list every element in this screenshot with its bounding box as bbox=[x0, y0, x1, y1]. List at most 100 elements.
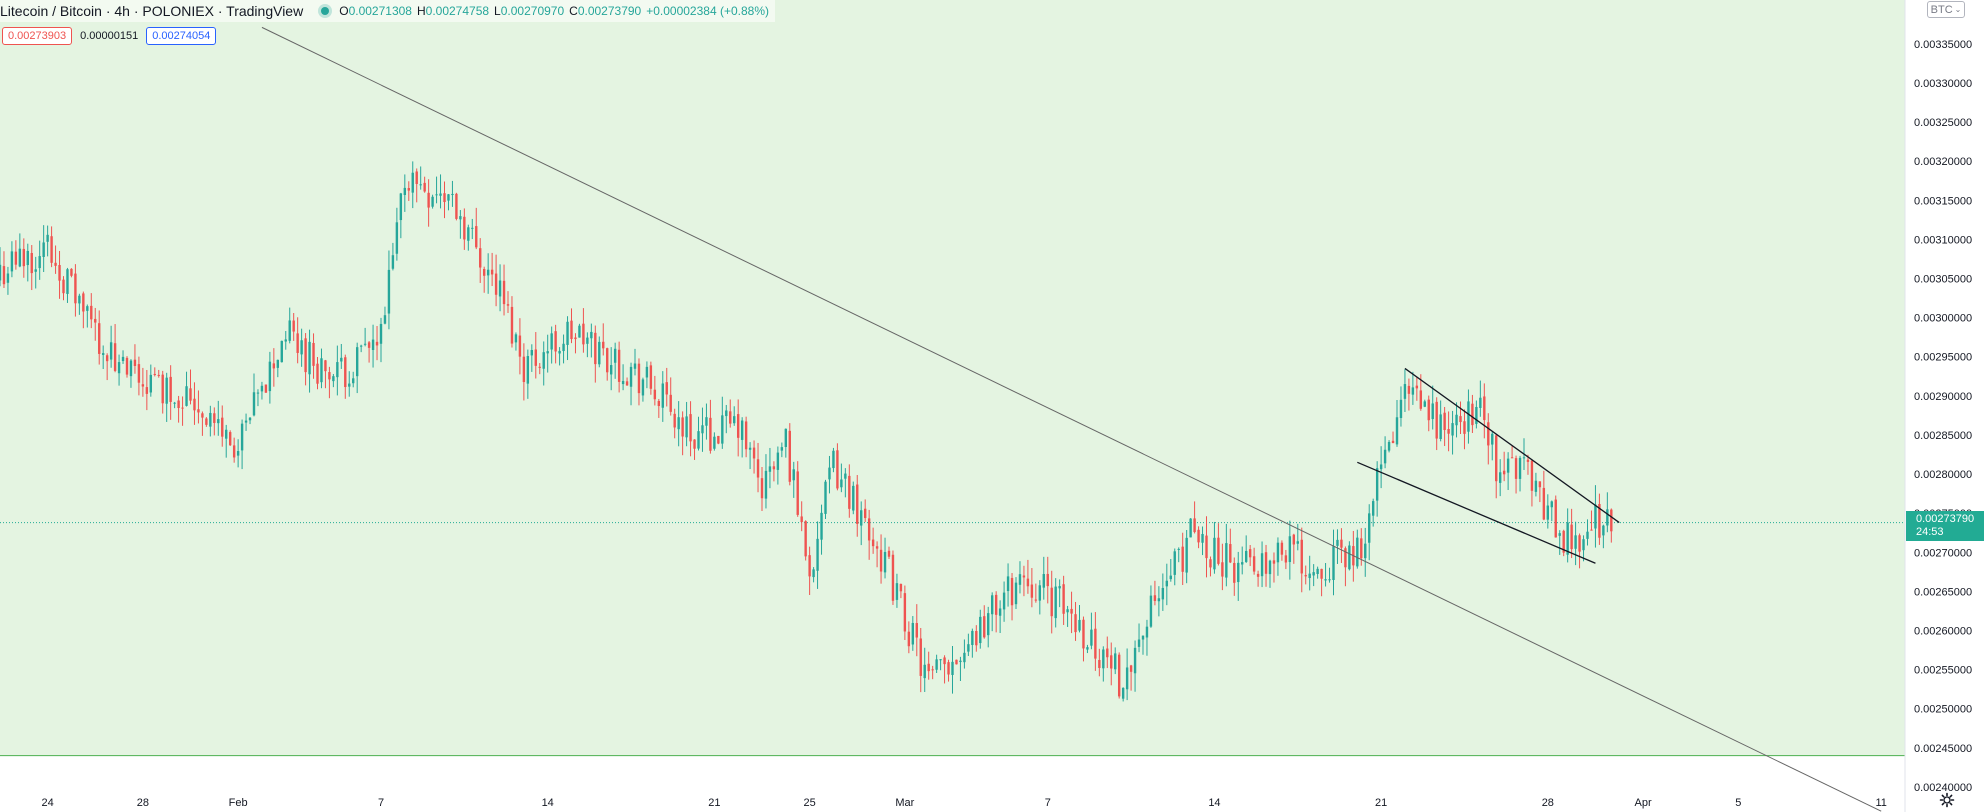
candle-body bbox=[637, 363, 641, 394]
candle-body bbox=[1554, 499, 1557, 538]
candle-body bbox=[832, 450, 835, 469]
candle-body bbox=[288, 320, 291, 341]
high-label: H bbox=[416, 4, 426, 18]
candle-body bbox=[602, 341, 605, 349]
buy-price-button[interactable]: 0.00274054 bbox=[146, 27, 217, 45]
candle-body bbox=[225, 429, 228, 439]
candle-body bbox=[1173, 551, 1176, 575]
candle-body bbox=[649, 365, 653, 389]
candle-body bbox=[221, 417, 224, 437]
candle-body bbox=[891, 554, 895, 601]
close-value: 0.00273790 bbox=[577, 4, 642, 18]
candle-body bbox=[800, 516, 803, 523]
candle-body bbox=[784, 428, 788, 448]
candle-body bbox=[145, 387, 149, 394]
candle-body bbox=[228, 432, 232, 446]
trendline-wedge-upper[interactable] bbox=[1404, 367, 1620, 524]
time-tick-label: 28 bbox=[1542, 797, 1554, 809]
market-status-icon[interactable] bbox=[317, 3, 333, 19]
candle-body bbox=[848, 475, 851, 509]
ohlc-values: O0.00271308 H0.00274758 L0.00270970 C0.0… bbox=[339, 4, 769, 18]
candle-body bbox=[149, 374, 153, 393]
candle-body bbox=[193, 398, 196, 411]
candle-body bbox=[776, 452, 780, 470]
candle-body bbox=[2, 266, 6, 285]
candle-body bbox=[244, 420, 248, 423]
candle-body bbox=[411, 172, 414, 193]
trendline-wedge-lower[interactable] bbox=[1357, 461, 1596, 564]
price-tick-label: 0.00305000 bbox=[1914, 273, 1972, 285]
candle-body bbox=[260, 385, 264, 392]
candle-body bbox=[796, 471, 799, 515]
candle-body bbox=[6, 273, 10, 283]
candle-body bbox=[1280, 542, 1284, 555]
candle-body bbox=[606, 348, 609, 373]
candle-body bbox=[328, 372, 331, 380]
candle-body bbox=[431, 196, 434, 207]
candle-body bbox=[1328, 579, 1331, 581]
trendlines-group[interactable] bbox=[261, 26, 1882, 812]
currency-button[interactable]: BTC ⌄ bbox=[1927, 1, 1965, 18]
price-tick-label: 0.00245000 bbox=[1914, 743, 1972, 755]
candle-body bbox=[173, 402, 176, 404]
candle-body bbox=[629, 366, 633, 387]
candle-body bbox=[1241, 562, 1244, 565]
price-tick-label: 0.00295000 bbox=[1914, 352, 1972, 364]
candle-body bbox=[625, 381, 629, 386]
symbol-title[interactable]: Litecoin / Bitcoin · 4h · POLONIEX · Tra… bbox=[0, 3, 304, 19]
candle-body bbox=[863, 508, 867, 519]
candle-body bbox=[669, 394, 672, 412]
candle-body bbox=[990, 595, 994, 615]
candle-body bbox=[387, 269, 391, 314]
candle-body bbox=[733, 416, 736, 424]
price-tick-label: 0.00315000 bbox=[1914, 195, 1972, 207]
candle-body bbox=[1483, 396, 1486, 421]
candle-body bbox=[502, 280, 506, 305]
candle-body bbox=[1054, 586, 1057, 619]
candle-body bbox=[1368, 513, 1371, 543]
candle-body bbox=[185, 386, 188, 406]
candle-body bbox=[594, 332, 597, 365]
candle-body bbox=[1526, 459, 1530, 462]
sell-price-button[interactable]: 0.00273903 bbox=[2, 27, 73, 45]
candle-body bbox=[121, 356, 125, 362]
candle-body bbox=[1304, 575, 1307, 577]
candle-body bbox=[959, 660, 962, 663]
candle-body bbox=[391, 255, 395, 269]
gear-icon[interactable] bbox=[1939, 792, 1955, 808]
price-axis[interactable]: 0.00240000 0.00245000 0.00250000 0.00255000… bbox=[1914, 39, 1972, 794]
candle-body bbox=[1451, 423, 1454, 436]
candle-body bbox=[856, 484, 859, 524]
candle-body bbox=[867, 518, 871, 541]
trendline-long-downtrend[interactable] bbox=[261, 26, 1882, 812]
candle-body bbox=[1038, 585, 1042, 601]
candle-body bbox=[1205, 535, 1208, 559]
candle-body bbox=[1423, 401, 1426, 407]
candle-body bbox=[729, 411, 732, 424]
candle-body bbox=[1340, 539, 1343, 548]
candle-body bbox=[1074, 614, 1077, 633]
candle-body bbox=[1153, 595, 1157, 601]
candle-body bbox=[1237, 562, 1240, 583]
candle-body bbox=[375, 341, 379, 346]
time-axis[interactable]: 24 28 Feb 7 14 21 25 Mar 7 14 21 28 Apr 5 11 bbox=[42, 797, 1887, 809]
candle-body bbox=[609, 365, 613, 375]
candle-body bbox=[1010, 577, 1014, 606]
price-tick-label: 0.00280000 bbox=[1914, 469, 1972, 481]
candle-body bbox=[546, 351, 549, 354]
candle-body bbox=[471, 227, 474, 229]
candle-body bbox=[1157, 598, 1161, 602]
candle-body bbox=[371, 339, 375, 350]
candle-body bbox=[1177, 548, 1180, 550]
candle-body bbox=[1248, 549, 1252, 558]
candle-body bbox=[1165, 580, 1169, 587]
candle-body bbox=[1217, 537, 1220, 564]
candle-body bbox=[463, 216, 466, 240]
candle-body bbox=[554, 331, 557, 352]
candle-body bbox=[205, 418, 208, 425]
candle-body bbox=[844, 473, 847, 479]
candle-body bbox=[141, 384, 145, 387]
candle-body bbox=[1014, 582, 1018, 605]
price-tick-label: 0.00255000 bbox=[1914, 665, 1972, 677]
